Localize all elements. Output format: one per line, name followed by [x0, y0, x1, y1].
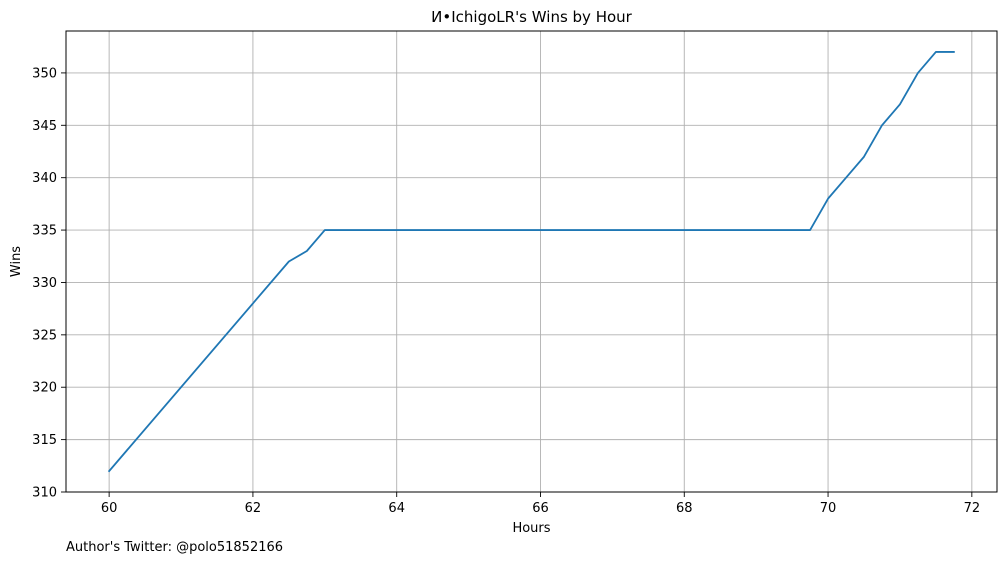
plot-area-frame: [65, 30, 998, 493]
y-axis-label: Wins: [9, 246, 24, 277]
y-tick-label: 310: [32, 486, 57, 501]
y-tick-label: 320: [32, 381, 57, 396]
x-axis-label: Hours: [512, 521, 550, 536]
x-tick-label: 60: [101, 501, 118, 516]
plot-area-background: [66, 31, 997, 492]
wins-series-line: [107, 51, 955, 473]
y-tick-label: 340: [32, 171, 57, 186]
tick-layer: 60 62 64 66 68 70 72 310 315 320 325 330 335 340 345 35…: [32, 66, 980, 516]
x-tick-label: 72: [964, 501, 981, 516]
y-tick-label: 325: [32, 328, 57, 343]
x-tick-label: 66: [532, 501, 549, 516]
chart-title: И•IchigoLR's Wins by Hour: [431, 8, 632, 26]
series-layer: [107, 51, 955, 473]
y-tick-label: 315: [32, 433, 57, 448]
x-tick-label: 64: [388, 501, 405, 516]
x-tick-label: 70: [820, 501, 837, 516]
y-tick-label: 350: [32, 66, 57, 81]
author-credit: Author's Twitter: @polo51852166: [66, 540, 283, 555]
x-tick-label: 68: [676, 501, 693, 516]
y-tick-label: 335: [32, 224, 57, 239]
x-tick-label: 62: [245, 501, 262, 516]
y-tick-label: 345: [32, 119, 57, 134]
y-tick-label: 330: [32, 276, 57, 291]
